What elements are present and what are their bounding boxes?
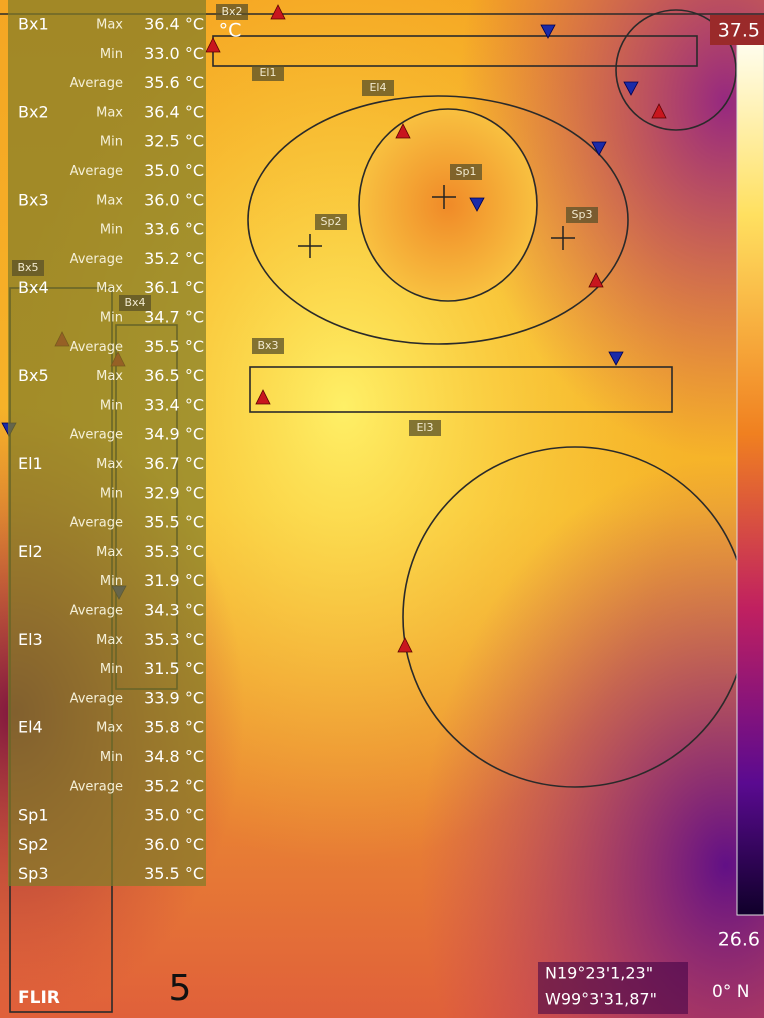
stat-value: 32.5 °C — [144, 132, 204, 151]
stat-label: Average — [70, 252, 123, 267]
measurement-name: El3 — [18, 630, 43, 649]
stat-value: 35.2 °C — [144, 776, 204, 795]
stat-value: 35.5 °C — [144, 864, 204, 883]
stat-value: 34.8 °C — [144, 747, 204, 766]
stat-label: Average — [70, 516, 123, 531]
stat-label: Max — [96, 457, 123, 472]
stat-label: Min — [100, 47, 123, 62]
stat-label: Average — [70, 604, 123, 619]
stat-label: Max — [96, 545, 123, 560]
tag-label: Sp2 — [321, 215, 342, 228]
stat-value: 35.8 °C — [144, 718, 204, 737]
stat-value: 35.0 °C — [144, 806, 204, 825]
stat-value: 36.4 °C — [144, 102, 204, 121]
stat-label: Max — [96, 105, 123, 120]
stat-label: Max — [96, 633, 123, 648]
stat-label: Min — [100, 398, 123, 413]
tag-label: El1 — [259, 66, 276, 79]
stat-label: Max — [96, 281, 123, 296]
measurement-name: Sp3 — [18, 864, 49, 883]
scale-min: 26.6 — [718, 929, 760, 951]
stat-label: Average — [70, 76, 123, 91]
tag-label: Bx5 — [17, 261, 38, 274]
tag-label: Sp3 — [572, 208, 593, 221]
measurement-name: Bx2 — [18, 102, 49, 121]
measurement-name: Bx1 — [18, 15, 49, 34]
stat-label: Min — [100, 311, 123, 326]
logo: FLIR — [18, 988, 60, 1008]
measurement-name: Sp2 — [18, 835, 49, 854]
tag-label: Bx2 — [221, 5, 242, 18]
gps-latitude: N19°23'1,23" — [545, 964, 653, 983]
stat-value: 31.9 °C — [144, 571, 204, 590]
compass: 0° N — [712, 982, 749, 1002]
stat-value: 36.5 °C — [144, 366, 204, 385]
thermal-screen: Bx1 Max 36.4 °C Min 33.0 °C Average 35.6 °C Bx2… — [0, 0, 764, 1018]
stat-value: 31.5 °C — [144, 659, 204, 678]
stat-value: 35.0 °C — [144, 161, 204, 180]
stat-label: Average — [70, 164, 123, 179]
tag-label: El4 — [369, 81, 386, 94]
thermal-image — [360, 110, 536, 300]
stat-label: Min — [100, 223, 123, 238]
measurement-name: El1 — [18, 454, 43, 473]
stat-value: 33.4 °C — [144, 395, 204, 414]
measurement-name: Bx4 — [18, 278, 49, 297]
stat-value: 34.7 °C — [144, 308, 204, 327]
stat-label: Max — [96, 721, 123, 736]
measurement-name: El4 — [18, 718, 43, 737]
stat-value: 33.9 °C — [144, 688, 204, 707]
tag-label: El3 — [416, 421, 433, 434]
stat-label: Average — [70, 779, 123, 794]
image-number: 5 — [169, 968, 192, 1009]
stat-value: 35.5 °C — [144, 337, 204, 356]
stat-value: 34.9 °C — [144, 425, 204, 444]
stat-value: 32.9 °C — [144, 483, 204, 502]
stat-value: 36.7 °C — [144, 454, 204, 473]
stat-value: 36.0 °C — [144, 190, 204, 209]
stat-label: Average — [70, 428, 123, 443]
color-scale-bar — [737, 40, 764, 915]
tag-label: Bx4 — [124, 296, 145, 309]
gps-longitude: W99°3'31,87" — [545, 990, 657, 1009]
stat-label: Min — [100, 750, 123, 765]
scale-max: 37.5 — [718, 20, 760, 42]
stat-label: Max — [96, 18, 123, 33]
stat-label: Max — [96, 193, 123, 208]
tag-label: Sp1 — [456, 165, 477, 178]
stat-value: 33.6 °C — [144, 220, 204, 239]
measurement-name: El2 — [18, 542, 43, 561]
stat-label: Min — [100, 486, 123, 501]
stat-label: Average — [70, 691, 123, 706]
measurement-name: Bx3 — [18, 190, 49, 209]
stat-label: Min — [100, 662, 123, 677]
stat-label: Min — [100, 574, 123, 589]
stat-value: 33.0 °C — [144, 44, 204, 63]
stat-label: Max — [96, 369, 123, 384]
tag-label: Bx3 — [257, 339, 278, 352]
scale-unit: °C — [219, 20, 242, 42]
measurement-name: Sp1 — [18, 806, 49, 825]
stat-value: 34.3 °C — [144, 601, 204, 620]
stat-value: 36.1 °C — [144, 278, 204, 297]
stat-value: 36.0 °C — [144, 835, 204, 854]
measurement-name: Bx5 — [18, 366, 49, 385]
stat-value: 35.2 °C — [144, 249, 204, 268]
stat-value: 36.4 °C — [144, 15, 204, 34]
stat-value: 35.5 °C — [144, 513, 204, 532]
stat-value: 35.6 °C — [144, 73, 204, 92]
stat-value: 35.3 °C — [144, 630, 204, 649]
stat-label: Min — [100, 135, 123, 150]
stat-label: Average — [70, 340, 123, 355]
page: {"measurements":[ {"name":"Bx1","rows":[… — [0, 0, 764, 1018]
stat-value: 35.3 °C — [144, 542, 204, 561]
